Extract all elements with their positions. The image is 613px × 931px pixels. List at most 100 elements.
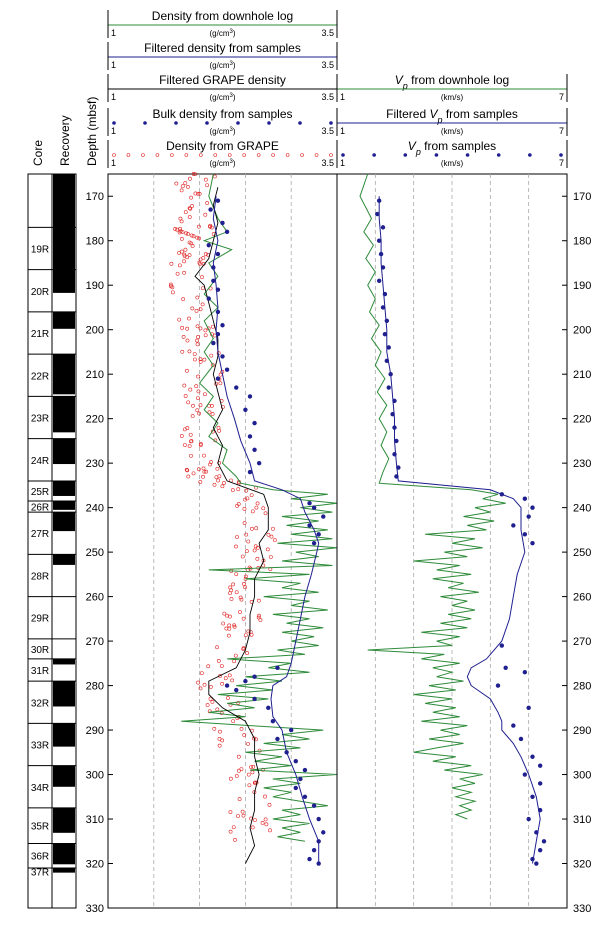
legend-unit: (g/cm3) [209, 159, 235, 168]
grape-density-point [245, 496, 250, 501]
grape-density-point [185, 338, 190, 343]
grape-density-point [182, 383, 187, 388]
grape-density-point [196, 191, 201, 196]
legend-dot-sample [465, 153, 470, 157]
vp-sample-point [511, 723, 516, 728]
legend-max: 7 [559, 126, 564, 136]
bulk-density-point [224, 683, 230, 688]
grape-density-point [216, 659, 221, 663]
grape-density-point [219, 711, 224, 716]
legend-title: Vp from downhole log [395, 73, 509, 91]
legend-circle-sample [155, 153, 160, 157]
grape-density-point [248, 629, 253, 634]
grape-density-point [247, 783, 252, 788]
grape-density-point [249, 765, 253, 770]
grape-density-point [227, 673, 232, 678]
grape-density-point [208, 223, 213, 228]
grape-density-point [195, 338, 200, 343]
grape-density-point [207, 410, 212, 415]
grape-density-point [190, 306, 195, 311]
bulk-density-point [206, 296, 211, 301]
legend-dot-sample [559, 153, 563, 157]
grape-density-point [187, 206, 192, 211]
grape-density-point [254, 526, 259, 531]
vp-sample-point [396, 465, 401, 470]
vp-sample-point [537, 807, 543, 813]
vp-sample-point [392, 452, 397, 457]
grape-density-point [268, 828, 272, 833]
grape-density-point [250, 526, 254, 531]
grape-density-point [197, 411, 201, 416]
grape-density-point [195, 235, 200, 240]
vp-sample-point [499, 492, 505, 497]
depth-tick-label: 200 [86, 325, 104, 337]
legend-max: 3.5 [321, 126, 334, 136]
bulk-density-point [307, 500, 312, 506]
legend-dot-sample [434, 153, 439, 157]
depth-tick-label: 330 [573, 903, 591, 915]
legend-circle-sample [271, 153, 275, 157]
grape-density-point [198, 443, 203, 448]
grape-density-point [208, 685, 213, 689]
bulk-density-point [252, 447, 257, 453]
core-column: 19R 20R 21R 22R 23R 24R 25R 26R 27R 28R 29R 30R 31R 3… [27, 173, 77, 909]
grape-density-point [187, 215, 192, 219]
legend-circle-sample [112, 153, 116, 157]
depth-tick-label: 220 [573, 414, 591, 426]
core-label: 31R [31, 666, 49, 677]
grape-density-point [169, 261, 174, 266]
grape-density-point [196, 335, 200, 339]
grape-density-point [188, 387, 193, 392]
grape-density-point [220, 681, 225, 686]
bulk-density-point [266, 705, 271, 711]
grape-density-point [203, 252, 208, 257]
grape-density-point [179, 237, 184, 241]
grape-density-point [246, 539, 251, 544]
grape-density-point [232, 624, 237, 629]
grape-density-point [168, 282, 173, 287]
grape-density-point [180, 325, 185, 330]
grape-density-point [215, 466, 220, 471]
grape-density-point [194, 384, 199, 389]
grape-density-point [202, 682, 207, 687]
legend-dot-sample [329, 121, 333, 125]
filtered-samples-line [212, 196, 320, 864]
grape-density-point [240, 809, 245, 814]
grape-density-point [231, 719, 236, 723]
vp-sample-point [394, 438, 399, 444]
grape-density-point [208, 696, 213, 701]
legend-circle-sample [329, 153, 333, 157]
core-label: 19R [31, 245, 49, 256]
bulk-density-point [302, 767, 308, 773]
core-recovery-bar [53, 227, 75, 270]
grape-density-point [241, 616, 246, 621]
grape-density-point [212, 482, 217, 487]
grape-density-point [219, 664, 224, 668]
grape-density-point [251, 764, 256, 769]
grape-density-point [267, 802, 272, 807]
bulk-density-point [293, 785, 298, 791]
density-panel [107, 172, 338, 909]
grape-density-point [236, 754, 241, 759]
legend-circle-sample [126, 153, 131, 157]
legend-min: 1 [111, 92, 116, 102]
bulk-density-point [247, 469, 253, 475]
grape-density-point [184, 231, 189, 236]
legend-min: 1 [340, 92, 345, 102]
vp-sample-point [534, 861, 539, 866]
grape-density-point [185, 426, 190, 430]
grape-density-point [228, 585, 233, 590]
bulk-density-point [215, 198, 221, 203]
bulk-density-point [311, 847, 317, 853]
depth-tick-label: 190 [573, 280, 591, 292]
grape-density-point [226, 696, 230, 700]
bulk-density-point [311, 541, 317, 546]
legend-min: 1 [111, 28, 116, 38]
grape-density-point [242, 733, 247, 737]
core-label: 26R [31, 503, 49, 514]
bulk-density-point [311, 505, 317, 510]
grape-density-point [196, 680, 201, 685]
vp-sample-point [392, 398, 397, 404]
grape-density-point [215, 645, 219, 650]
core-label: 35R [31, 822, 49, 833]
